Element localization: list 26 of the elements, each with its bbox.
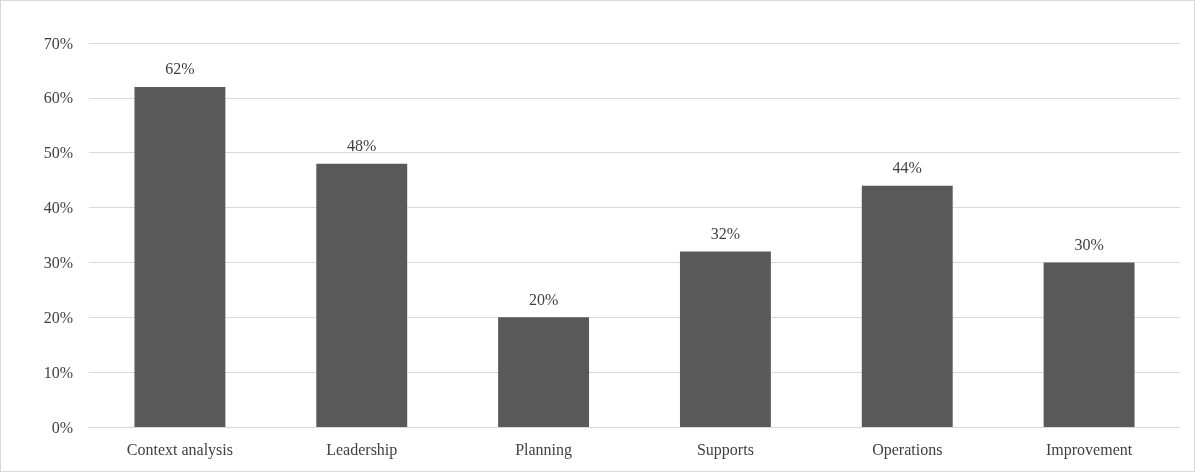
bar	[1043, 262, 1135, 427]
data-label: 44%	[892, 159, 922, 177]
bar	[861, 185, 953, 427]
x-tick-label: Improvement	[1045, 440, 1133, 459]
y-tick-label: 20%	[43, 308, 73, 326]
bar	[134, 86, 226, 427]
x-tick-label: Leadership	[326, 440, 398, 459]
y-tick-label: 60%	[43, 89, 73, 107]
y-tick-label: 10%	[43, 363, 73, 381]
x-tick-label: Context analysis	[126, 440, 234, 459]
y-tick-label: 50%	[43, 144, 73, 162]
bar	[498, 317, 590, 427]
y-tick-label: 40%	[43, 199, 73, 217]
bar	[679, 251, 771, 427]
y-tick-label: 30%	[43, 253, 73, 271]
y-tick-label: 0%	[51, 418, 73, 436]
y-tick-label: 70%	[43, 34, 73, 52]
data-label: 62%	[165, 60, 195, 78]
data-label: 32%	[710, 224, 741, 242]
data-label: 48%	[347, 137, 377, 155]
x-tick-label: Planning	[515, 440, 573, 459]
data-label: 30%	[1074, 235, 1104, 253]
bar	[316, 163, 408, 427]
x-tick-label: Operations	[872, 440, 943, 459]
data-label: 20%	[528, 290, 559, 308]
x-tick-label: Supports	[696, 440, 754, 459]
